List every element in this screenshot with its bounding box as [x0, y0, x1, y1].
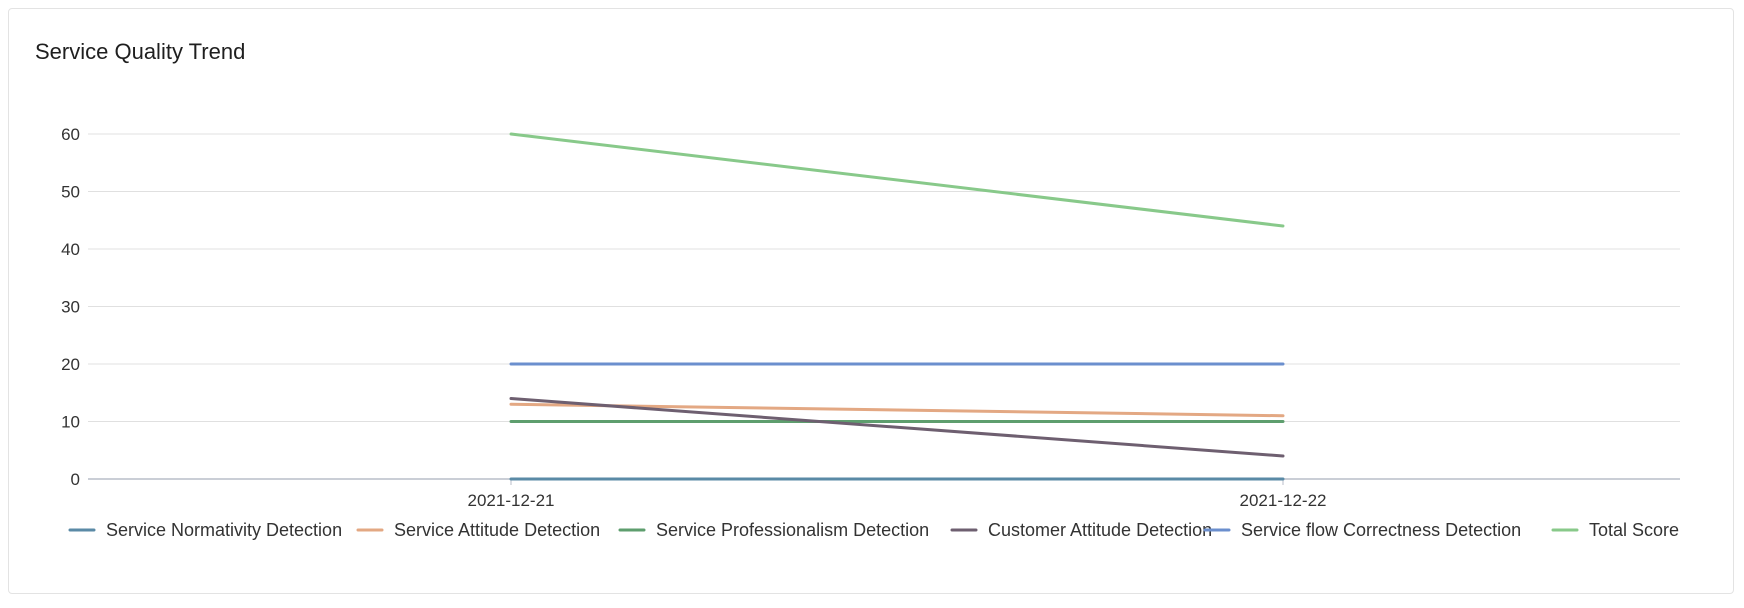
- x-axis-ticks: 2021-12-21 2021-12-22: [468, 479, 1327, 510]
- legend-label: Total Score: [1589, 520, 1679, 540]
- legend-item[interactable]: Customer Attitude Detection: [950, 520, 1212, 540]
- legend-item[interactable]: Service Normativity Detection: [68, 520, 342, 540]
- series-line[interactable]: [509, 132, 1285, 228]
- y-axis-ticks: 0 10 20 30 40 50 60: [61, 125, 80, 489]
- legend[interactable]: Service Normativity Detection Service Att…: [68, 520, 1679, 540]
- legend-item[interactable]: Service flow Correctness Detection: [1203, 520, 1521, 540]
- series-line[interactable]: [509, 397, 1285, 458]
- chart-title: Service Quality Trend: [35, 39, 246, 64]
- legend-label: Customer Attitude Detection: [988, 520, 1212, 540]
- y-tick-label: 20: [61, 355, 80, 374]
- legend-item[interactable]: Service Professionalism Detection: [618, 520, 929, 540]
- y-tick-label: 0: [71, 470, 80, 489]
- x-tick-label: 2021-12-21: [468, 491, 555, 510]
- series-line[interactable]: [509, 402, 1285, 418]
- y-tick-label: 40: [61, 240, 80, 259]
- y-tick-label: 30: [61, 298, 80, 317]
- legend-label: Service Professionalism Detection: [656, 520, 929, 540]
- legend-item[interactable]: Total Score: [1551, 520, 1679, 540]
- legend-label: Service flow Correctness Detection: [1241, 520, 1521, 540]
- x-tick-label: 2021-12-22: [1240, 491, 1327, 510]
- y-tick-label: 10: [61, 413, 80, 432]
- y-tick-label: 50: [61, 183, 80, 202]
- legend-label: Service Normativity Detection: [106, 520, 342, 540]
- chart-card: Service Quality Trend: [8, 8, 1734, 594]
- y-tick-label: 60: [61, 125, 80, 144]
- legend-label: Service Attitude Detection: [394, 520, 600, 540]
- series-lines: [509, 132, 1285, 481]
- legend-item[interactable]: Service Attitude Detection: [356, 520, 600, 540]
